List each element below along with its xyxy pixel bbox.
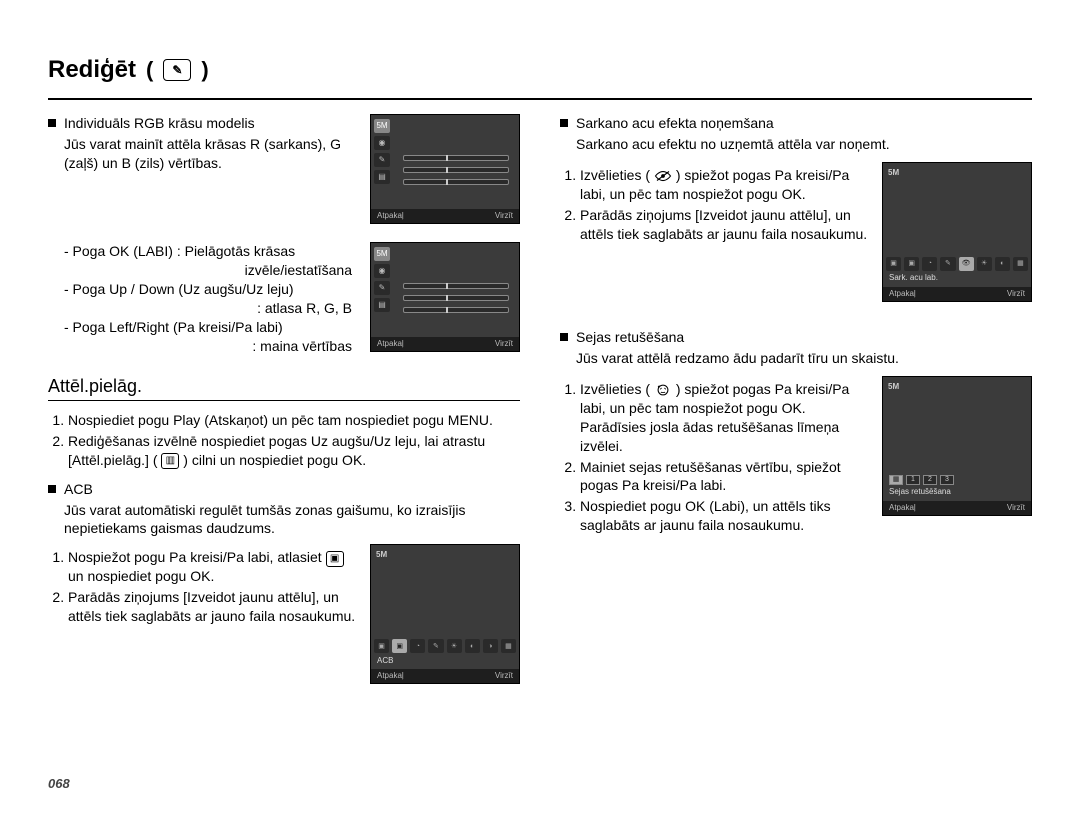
side-target-icon: ◉ xyxy=(374,136,390,150)
side-res-icon: 5M xyxy=(374,247,390,261)
acb-step-1a: Nospiežot pogu Pa kreisi/Pa labi, atlasi… xyxy=(68,549,322,565)
screen-res: 5M xyxy=(376,550,387,561)
adjust-steps: Nospiediet pogu Play (Atskaņot) un pēc t… xyxy=(48,411,520,470)
edit-icon: ✎ xyxy=(163,59,191,81)
face-retouch-icon xyxy=(654,383,672,397)
acb-caption: ACB xyxy=(377,656,393,667)
ribbon-item: ✎ xyxy=(428,639,443,653)
footer-back: Atpakaļ xyxy=(889,289,916,300)
paren-open: ( xyxy=(146,55,153,85)
face-heading: Sejas retušēšana xyxy=(576,328,1032,347)
redeye-step-2: Parādās ziņojums [Izveidot jaunu attēlu]… xyxy=(580,206,870,244)
adjust-step-2b: ) cilni un nospiediet pogu OK. xyxy=(183,452,366,468)
side-list-icon: ▤ xyxy=(374,298,390,312)
footer-back: Atpakaļ xyxy=(377,211,404,222)
screen-res: 5M xyxy=(888,168,899,179)
side-pencil-icon: ✎ xyxy=(374,153,390,167)
redeye-heading: Sarkano acu efekta noņemšana xyxy=(576,114,1032,133)
subsection-heading: Attēl.pielāg. xyxy=(48,374,520,398)
ribbon-item: ☀ xyxy=(447,639,462,653)
face-desc: Jūs varat attēlā redzamo ādu padarīt tīr… xyxy=(576,349,1032,368)
paren-close: ) xyxy=(201,55,208,85)
acb-desc: Jūs varat automātiski regulēt tumšās zon… xyxy=(64,501,520,539)
rgb-screen-2: 5M ◉ ✎ ▤ Atpakaļ Virzīt xyxy=(370,242,520,352)
level-2: 2 xyxy=(923,475,937,485)
footer-move: Virzīt xyxy=(495,211,513,222)
rgb-key2b: : atlasa R, G, B xyxy=(64,299,358,318)
acb-step-1b: un nospiediet pogu OK. xyxy=(68,568,214,584)
rgb-desc: Jūs varat mainīt attēla krāsas R (sarkan… xyxy=(64,135,358,173)
right-column: Sarkano acu efekta noņemšana Sarkano acu… xyxy=(560,114,1032,684)
side-target-icon: ◉ xyxy=(374,264,390,278)
acb-step-1: Nospiežot pogu Pa kreisi/Pa labi, atlasi… xyxy=(68,548,358,586)
square-bullet-icon xyxy=(48,485,56,493)
face-screen: 5M ▦ 1 2 3 Sejas retušēšana Atpakaļ Virz… xyxy=(882,376,1032,516)
level-3: 3 xyxy=(940,475,954,485)
acb-screen: 5M ▣ ▣ ◔ ✎ ☀ ◐ ◑ ▦ ACB Atpakaļ Virzīt xyxy=(370,544,520,684)
screen-res: 5M xyxy=(888,382,899,393)
footer-back: Atpakaļ xyxy=(889,503,916,514)
footer-move: Virzīt xyxy=(1007,289,1025,300)
ribbon-item: ▣ xyxy=(374,639,389,653)
footer-move: Virzīt xyxy=(495,339,513,350)
side-list-icon: ▤ xyxy=(374,170,390,184)
face-step-3: Nospiediet pogu OK (Labi), un attēls tik… xyxy=(580,497,870,535)
face-caption: Sejas retušēšana xyxy=(889,487,951,498)
subsection-rule xyxy=(48,400,520,401)
adjust-step-2: Rediģēšanas izvēlnē nospiediet pogas Uz … xyxy=(68,432,520,470)
rgb-key3b: : maina vērtības xyxy=(64,337,358,356)
ribbon-item: ◐ xyxy=(465,639,480,653)
face-step-1a: Izvēlieties ( xyxy=(580,381,650,397)
ribbon-item: ▦ xyxy=(501,639,516,653)
side-res-icon: 5M xyxy=(374,119,390,133)
page-title-row: Rediģēt ( ✎ ) xyxy=(48,54,1032,86)
face-step-1: Izvēlieties ( ) spiežot pogas Pa kreisi/… xyxy=(580,380,870,456)
rgb-key1a: - Poga OK (LABI) : Pielāgotās krāsas xyxy=(64,242,358,261)
footer-move: Virzīt xyxy=(1007,503,1025,514)
ribbon-item: ◔ xyxy=(410,639,425,653)
redeye-screen: 5M ▣▣◔✎ 👁☀◐▦ Sark. acu lab. Atpakaļ Virz… xyxy=(882,162,1032,302)
title-rule xyxy=(48,98,1032,100)
ribbon-item: ◑ xyxy=(483,639,498,653)
adjust-step-1: Nospiediet pogu Play (Atskaņot) un pēc t… xyxy=(68,411,520,430)
left-column: Individuāls RGB krāsu modelis Jūs varat … xyxy=(48,114,520,684)
redeye-step-1a: Izvēlieties ( xyxy=(580,167,650,183)
rgb-sliders xyxy=(403,155,509,185)
square-bullet-icon xyxy=(560,333,568,341)
rgb-heading: Individuāls RGB krāsu modelis xyxy=(64,114,358,133)
ribbon-item-hl: ▣ xyxy=(392,639,407,653)
rgb-key3a: - Poga Left/Right (Pa kreisi/Pa labi) xyxy=(64,318,358,337)
page-title: Rediģēt xyxy=(48,54,136,86)
redeye-caption: Sark. acu lab. xyxy=(889,273,938,284)
rgb-key2a: - Poga Up / Down (Uz augšu/Uz leju) xyxy=(64,280,358,299)
redeye-eye-icon xyxy=(654,169,672,183)
redeye-step-1: Izvēlieties ( ) spiežot pogas Pa kreisi/… xyxy=(580,166,870,204)
square-bullet-icon xyxy=(560,119,568,127)
level-1: 1 xyxy=(906,475,920,485)
rgb-key1b: izvēle/iestatīšana xyxy=(64,261,358,280)
square-bullet-icon xyxy=(48,119,56,127)
acb-icon: ▣ xyxy=(326,551,344,567)
acb-heading: ACB xyxy=(64,480,520,499)
page-number: 068 xyxy=(48,775,70,793)
rgb-screen-1: 5M ◉ ✎ ▤ Atpakaļ Virzīt xyxy=(370,114,520,224)
adjust-tab-icon: ▥ xyxy=(161,453,179,469)
footer-move: Virzīt xyxy=(495,671,513,682)
face-step-2: Mainiet sejas retušēšanas vērtību, spiež… xyxy=(580,458,870,496)
footer-back: Atpakaļ xyxy=(377,339,404,350)
side-pencil-icon: ✎ xyxy=(374,281,390,295)
footer-back: Atpakaļ xyxy=(377,671,404,682)
acb-step-2: Parādās ziņojums [Izveidot jaunu attēlu]… xyxy=(68,588,358,626)
redeye-desc: Sarkano acu efektu no uzņemtā attēla var… xyxy=(576,135,1032,154)
level-0: ▦ xyxy=(889,475,903,485)
